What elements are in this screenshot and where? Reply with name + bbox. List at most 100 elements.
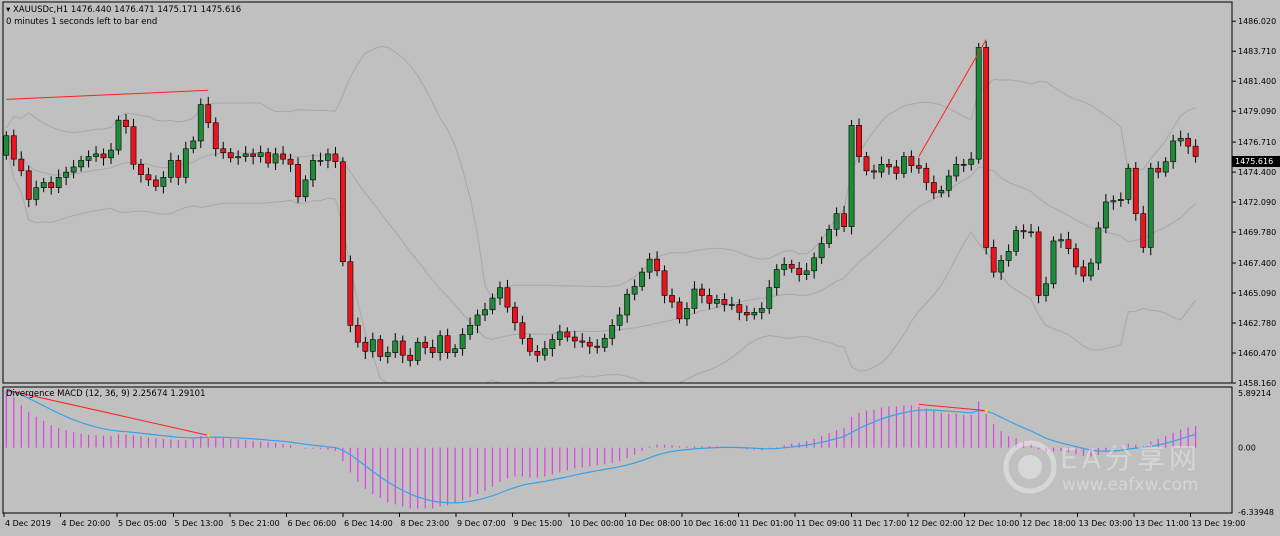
candle [1177, 130, 1184, 147]
candle [93, 146, 99, 162]
bull-candle-body [474, 314, 481, 326]
bear-candle-body [280, 153, 286, 160]
bear-candle-body [743, 312, 750, 316]
candle [205, 96, 212, 129]
candle [1140, 205, 1147, 253]
candle [40, 177, 47, 193]
candle [3, 131, 10, 160]
time-tick-label: 8 Dec 23:00 [401, 519, 450, 528]
candle [459, 328, 466, 356]
price-tick-label: 1458.160 [1238, 379, 1276, 388]
bull-candle-body [115, 119, 122, 151]
candle [444, 328, 451, 359]
bull-candle-body [160, 177, 167, 187]
bear-candle-body [534, 351, 541, 356]
bear-candle-body [915, 165, 922, 169]
candle [579, 333, 586, 348]
bull-candle-body [691, 288, 698, 309]
price-tick-label: 1486.020 [1238, 17, 1276, 26]
bull-candle-body [78, 160, 84, 168]
candle [571, 330, 578, 348]
candle [526, 333, 533, 356]
candle [766, 279, 773, 314]
bull-candle-body [482, 309, 488, 316]
collapse-triangle-icon[interactable]: ▾ [6, 5, 11, 15]
candle [758, 302, 765, 320]
bull-candle-body [878, 164, 885, 173]
bear-candle-body [519, 322, 526, 339]
bull-candle-body [713, 299, 720, 304]
candle [467, 317, 473, 340]
candle [138, 158, 144, 183]
bar-countdown: 0 minutes 1 seconds left to bar end [6, 17, 158, 27]
bear-candle-body [287, 158, 294, 165]
candle [639, 267, 645, 291]
bull-candle-body [728, 304, 735, 306]
candle [609, 319, 616, 346]
bull-candle-body [257, 152, 264, 157]
candle [1020, 224, 1027, 239]
candle [863, 151, 870, 176]
bull-candle-body [392, 340, 399, 353]
candle [713, 294, 720, 308]
bear-candle-body [676, 301, 683, 320]
candle [1162, 157, 1169, 177]
bear-candle-body [377, 339, 384, 357]
candle [1073, 243, 1079, 275]
bear-candle-body [18, 158, 25, 172]
price-divergence-line-2 [918, 39, 987, 157]
bear-candle-body [586, 341, 593, 347]
candle [871, 164, 877, 180]
candle [549, 334, 556, 357]
candle [100, 148, 107, 166]
candle [601, 333, 608, 352]
candle [848, 120, 855, 235]
bull-candle-body [556, 331, 563, 340]
candle [347, 255, 354, 333]
bull-candle-body [1050, 240, 1057, 285]
bull-candle-body [818, 243, 825, 259]
price-tick-label: 1467.400 [1238, 259, 1276, 268]
candle [437, 330, 444, 361]
bear-candle-body [841, 213, 847, 227]
candle [1117, 192, 1124, 207]
bull-candle-body [197, 104, 204, 142]
candle [242, 146, 249, 162]
bear-candle-body [594, 345, 601, 348]
candle [811, 252, 818, 279]
indicator-label: Divergence MACD (12, 36, 9) 2.25674 1.29… [6, 389, 206, 399]
bear-candle-body [886, 164, 892, 168]
bear-candle-body [856, 125, 862, 157]
time-tick-label: 5 Dec 21:00 [231, 519, 280, 528]
time-tick-label: 9 Dec 15:00 [514, 519, 563, 528]
bull-candle-body [414, 341, 421, 361]
bull-candle-body [489, 297, 496, 311]
bull-candle-body [369, 339, 376, 352]
divergence-marker-icon: ✦ [983, 407, 990, 416]
bear-candle-body [788, 264, 795, 269]
candle [990, 239, 997, 278]
bear-candle-body [175, 160, 182, 178]
time-tick-label: 12 Dec 02:00 [909, 519, 963, 528]
bull-candle-body [631, 286, 638, 295]
macd-frame [2, 386, 1233, 514]
candle [893, 159, 900, 180]
price-frame [2, 1, 1233, 384]
candle [743, 305, 750, 322]
candle [616, 307, 623, 331]
bull-candle-body [773, 269, 780, 288]
bull-candle-body [938, 189, 945, 194]
candle [280, 146, 286, 165]
bull-candle-body [945, 175, 952, 191]
candle [265, 148, 271, 168]
bear-candle-body [100, 153, 107, 159]
bull-candle-body [1043, 283, 1049, 296]
bear-candle-body [1185, 138, 1192, 147]
candle [1080, 259, 1087, 283]
bear-candle-body [721, 299, 728, 305]
bear-candle-body [339, 161, 346, 263]
candle [489, 293, 496, 315]
candle [235, 150, 242, 165]
